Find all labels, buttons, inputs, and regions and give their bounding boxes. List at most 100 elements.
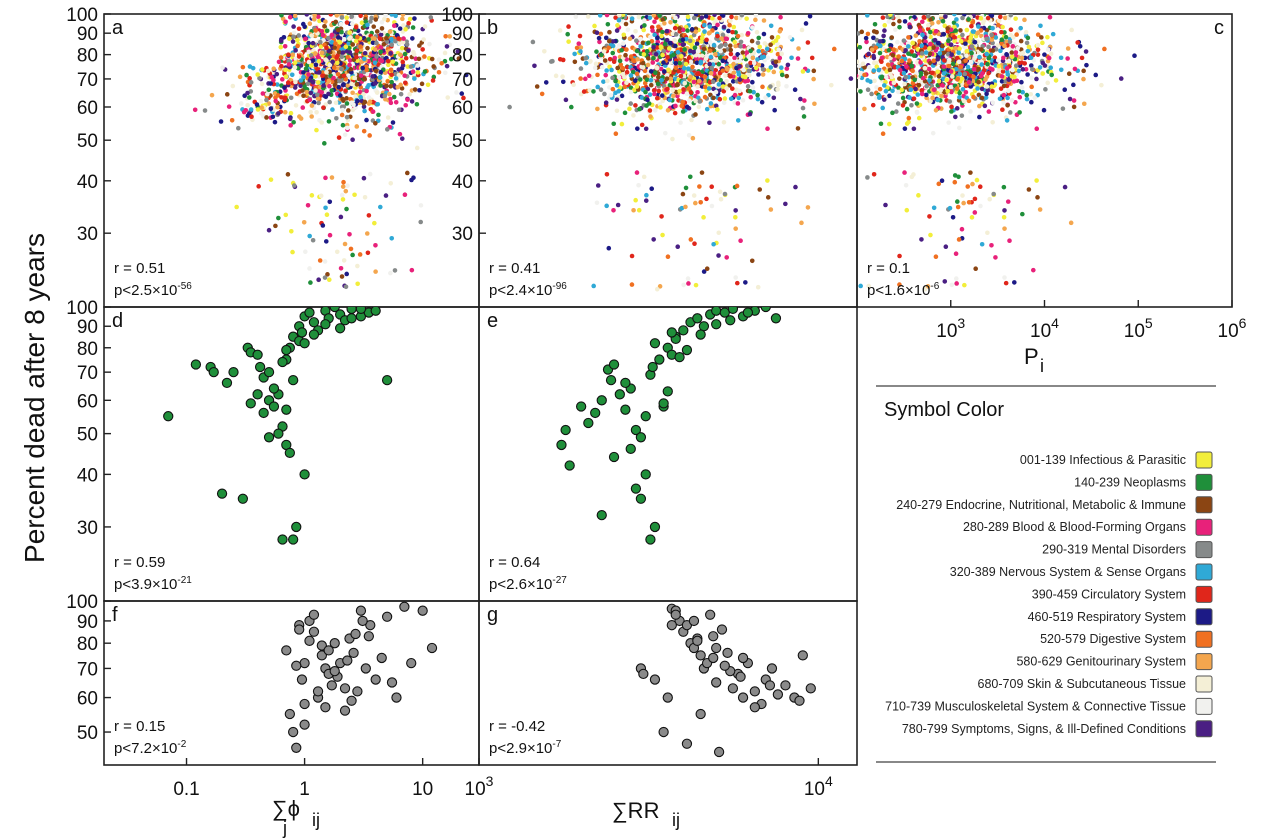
data-point xyxy=(931,205,937,211)
data-point xyxy=(957,71,963,77)
data-point xyxy=(292,14,298,19)
data-point xyxy=(324,45,329,51)
data-point xyxy=(935,97,941,103)
data-point xyxy=(334,14,340,18)
data-point xyxy=(343,76,348,82)
data-point xyxy=(671,52,676,58)
panel-g-p-exp: -7 xyxy=(552,739,561,750)
data-point xyxy=(595,72,600,78)
data-point xyxy=(327,62,333,68)
data-point xyxy=(311,16,317,22)
data-point xyxy=(651,237,656,242)
data-point xyxy=(1002,226,1007,231)
data-point xyxy=(805,683,816,694)
data-point xyxy=(307,97,313,103)
data-point xyxy=(342,37,347,42)
legend: Symbol Color 001-139 Infectious & Parasi… xyxy=(876,385,1216,763)
data-point xyxy=(279,63,284,69)
legend-item: 390-459 Circulatory System xyxy=(1032,585,1213,603)
data-point xyxy=(888,71,893,77)
data-point xyxy=(278,55,284,60)
data-point xyxy=(881,83,887,88)
data-point xyxy=(605,78,610,84)
x-tick-label: 0.1 xyxy=(173,779,199,800)
data-point xyxy=(921,75,926,81)
data-point xyxy=(1084,62,1089,68)
data-point xyxy=(724,255,730,260)
data-point xyxy=(950,61,956,67)
data-point xyxy=(1079,55,1085,61)
data-point xyxy=(765,195,771,200)
data-point xyxy=(1034,126,1040,132)
data-point xyxy=(744,16,749,21)
data-point xyxy=(702,84,708,90)
data-point xyxy=(378,49,384,55)
data-point xyxy=(266,227,272,233)
data-point xyxy=(1029,67,1035,72)
data-point xyxy=(455,49,461,54)
data-point xyxy=(897,67,903,73)
data-point xyxy=(628,101,634,106)
data-point xyxy=(688,74,693,80)
data-point xyxy=(904,121,910,126)
data-point xyxy=(378,32,384,37)
data-point xyxy=(675,49,681,55)
data-point xyxy=(1071,104,1077,110)
data-point xyxy=(366,95,372,100)
data-point xyxy=(605,375,617,386)
data-point xyxy=(941,50,946,56)
data-point xyxy=(599,52,604,58)
data-point xyxy=(647,15,653,21)
data-point xyxy=(400,63,406,68)
data-point xyxy=(970,20,976,25)
data-point xyxy=(654,65,660,70)
legend-swatch xyxy=(1195,541,1213,559)
data-point xyxy=(448,56,454,62)
data-point xyxy=(288,375,299,386)
data-point xyxy=(840,14,845,19)
data-point xyxy=(366,37,371,42)
data-point xyxy=(611,207,616,213)
data-point xyxy=(287,116,293,122)
data-point xyxy=(633,29,638,34)
data-point xyxy=(1024,96,1030,102)
data-point xyxy=(312,686,324,697)
data-point xyxy=(707,48,713,54)
data-point xyxy=(220,65,225,70)
data-point xyxy=(697,184,702,189)
legend-item: 280-289 Blood & Blood-Forming Organs xyxy=(963,518,1213,536)
data-point xyxy=(1001,184,1007,190)
data-point xyxy=(886,47,892,53)
data-point xyxy=(715,33,720,39)
data-point xyxy=(865,87,871,93)
data-point xyxy=(370,307,381,316)
data-point xyxy=(713,103,719,109)
data-point xyxy=(903,74,909,80)
data-point xyxy=(777,28,783,34)
data-point xyxy=(686,98,692,104)
data-point xyxy=(1029,75,1034,81)
data-point xyxy=(339,29,344,35)
data-point xyxy=(864,14,870,18)
data-point xyxy=(414,101,420,107)
data-point xyxy=(361,128,367,134)
data-point xyxy=(305,202,311,208)
data-point xyxy=(909,174,915,180)
panel-c-p-base: p<1.6×10 xyxy=(867,282,930,299)
data-point xyxy=(800,105,806,111)
data-point xyxy=(962,71,968,77)
data-point xyxy=(1066,71,1072,77)
data-point xyxy=(625,443,636,455)
data-point xyxy=(845,45,850,50)
data-point xyxy=(557,56,563,62)
data-point xyxy=(1018,25,1023,31)
data-point xyxy=(817,57,822,62)
data-point xyxy=(717,15,722,21)
data-point xyxy=(730,79,736,84)
data-point xyxy=(708,54,714,60)
data-point xyxy=(393,14,398,19)
data-point xyxy=(316,100,321,106)
data-point xyxy=(334,323,346,334)
data-point xyxy=(604,203,609,209)
